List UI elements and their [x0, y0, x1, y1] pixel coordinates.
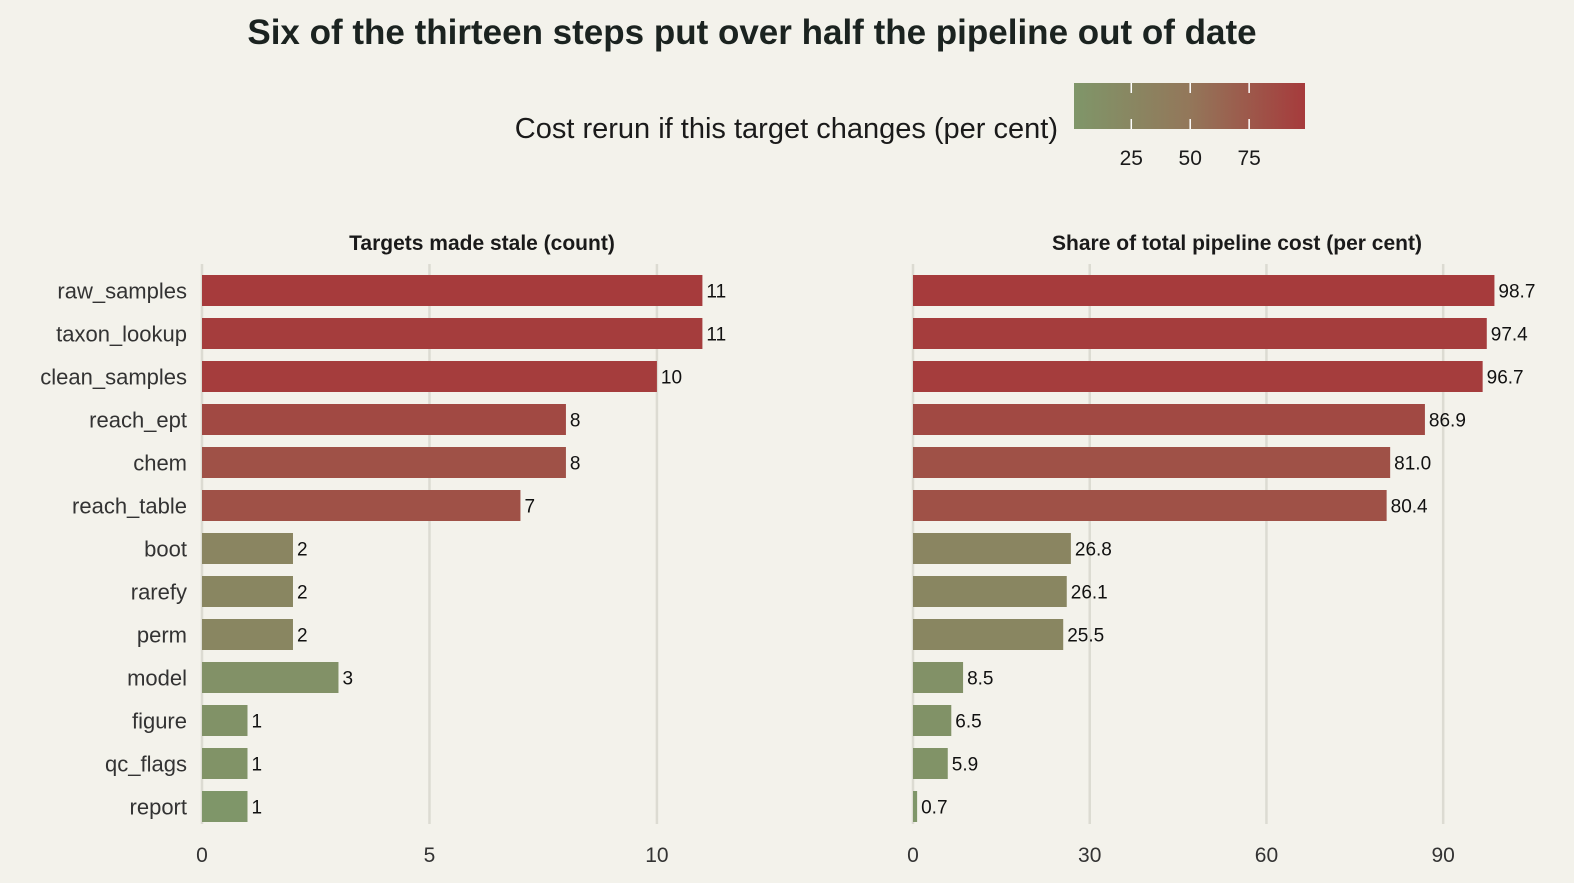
- x-tick-label: 10: [645, 844, 668, 867]
- category-label: model: [127, 666, 187, 691]
- bar: [202, 705, 248, 736]
- category-label: reach_ept: [89, 408, 187, 433]
- category-label: perm: [137, 623, 187, 648]
- panel-cost-share: Share of total pipeline cost (per cent) …: [907, 232, 1535, 867]
- gridlines: 0 5 10: [196, 264, 669, 867]
- panel-title-stale-count: Targets made stale (count): [349, 232, 615, 255]
- bar: [202, 447, 566, 478]
- x-tick-label: 0: [907, 844, 919, 867]
- bar-value-label: 8.5: [967, 669, 993, 690]
- bar: [913, 791, 918, 822]
- category-labels: raw_samples taxon_lookup clean_samplesreac…: [40, 279, 187, 820]
- bar: [913, 361, 1483, 392]
- bar: [202, 662, 339, 693]
- bar: [202, 791, 248, 822]
- bar: [913, 275, 1495, 306]
- category-label: rarefy: [131, 580, 187, 605]
- bar: [913, 748, 948, 779]
- chart-title: Six of the thirteen steps put over half …: [247, 13, 1256, 52]
- x-tick-label: 90: [1432, 844, 1455, 867]
- x-tick-label: 0: [196, 844, 208, 867]
- legend-tick-label: 75: [1237, 147, 1260, 170]
- category-label: report: [130, 795, 187, 820]
- gridlines: 0 30 60 90: [907, 264, 1455, 867]
- category-label: reach_table: [72, 494, 187, 519]
- bar: [202, 318, 703, 349]
- bar: [913, 619, 1064, 650]
- bar: [202, 748, 248, 779]
- x-tick-label: 30: [1078, 844, 1101, 867]
- bar-value-label: 2: [297, 626, 308, 647]
- legend-tick-label: 25: [1120, 147, 1143, 170]
- bar-value-label: 1: [251, 712, 262, 733]
- bar: [202, 533, 293, 564]
- bar-value-label: 2: [297, 583, 308, 604]
- category-label: taxon_lookup: [56, 322, 187, 347]
- bar-value-label: 8: [570, 454, 581, 475]
- legend: Cost rerun if this target changes (per c…: [515, 83, 1305, 170]
- bar-value-label: 6.5: [955, 712, 981, 733]
- bar-value-label: 80.4: [1391, 497, 1428, 518]
- panel-title-cost-share: Share of total pipeline cost (per cent): [1052, 232, 1422, 255]
- bar-value-label: 2: [297, 540, 308, 561]
- bar-value-label: 96.7: [1487, 368, 1524, 389]
- legend-ticks: 25 50 75: [1120, 83, 1261, 170]
- bar: [202, 490, 521, 521]
- bar-value-label: 11: [706, 282, 726, 303]
- bar-value-label: 97.4: [1491, 325, 1528, 346]
- x-tick-label: 60: [1255, 844, 1278, 867]
- bar-value-label: 98.7: [1498, 282, 1535, 303]
- category-label: qc_flags: [105, 752, 187, 777]
- bar: [202, 404, 566, 435]
- bar-value-label: 3: [342, 669, 353, 690]
- bar: [202, 576, 293, 607]
- bar: [913, 662, 964, 693]
- bar: [202, 275, 703, 306]
- bars: 98.7 97.4 96.7 86.9 81.0 80.4 26.8 26.1 25.5 8.5 6…: [913, 275, 1535, 822]
- category-label: chem: [133, 451, 187, 476]
- panel-stale-count: Targets made stale (count) 0 5 10111110887…: [196, 232, 726, 867]
- bar-value-label: 1: [251, 798, 262, 819]
- bar-value-label: 25.5: [1067, 626, 1104, 647]
- category-label: boot: [144, 537, 187, 562]
- bar-value-label: 8: [570, 411, 581, 432]
- bar: [202, 619, 293, 650]
- bar: [913, 576, 1067, 607]
- bar: [913, 318, 1487, 349]
- legend-tick-label: 50: [1179, 147, 1202, 170]
- bar-value-label: 1: [251, 755, 262, 776]
- bar-value-label: 81.0: [1394, 454, 1431, 475]
- x-tick-label: 5: [424, 844, 436, 867]
- category-label: raw_samples: [57, 279, 187, 304]
- bar: [913, 490, 1387, 521]
- category-label: figure: [132, 709, 187, 734]
- bar-value-label: 10: [661, 368, 682, 389]
- bar-value-label: 5.9: [952, 755, 978, 776]
- bar-value-label: 26.8: [1075, 540, 1112, 561]
- bar: [913, 533, 1071, 564]
- bar-value-label: 0.7: [921, 798, 947, 819]
- bar: [913, 447, 1391, 478]
- bar-value-label: 26.1: [1071, 583, 1108, 604]
- bar-value-label: 11: [706, 325, 726, 346]
- bar-value-label: 86.9: [1429, 411, 1466, 432]
- bar: [202, 361, 657, 392]
- bar-value-label: 7: [524, 497, 535, 518]
- legend-title: Cost rerun if this target changes (per c…: [515, 113, 1058, 145]
- bar: [913, 404, 1425, 435]
- category-label: clean_samples: [40, 365, 187, 390]
- bar: [913, 705, 952, 736]
